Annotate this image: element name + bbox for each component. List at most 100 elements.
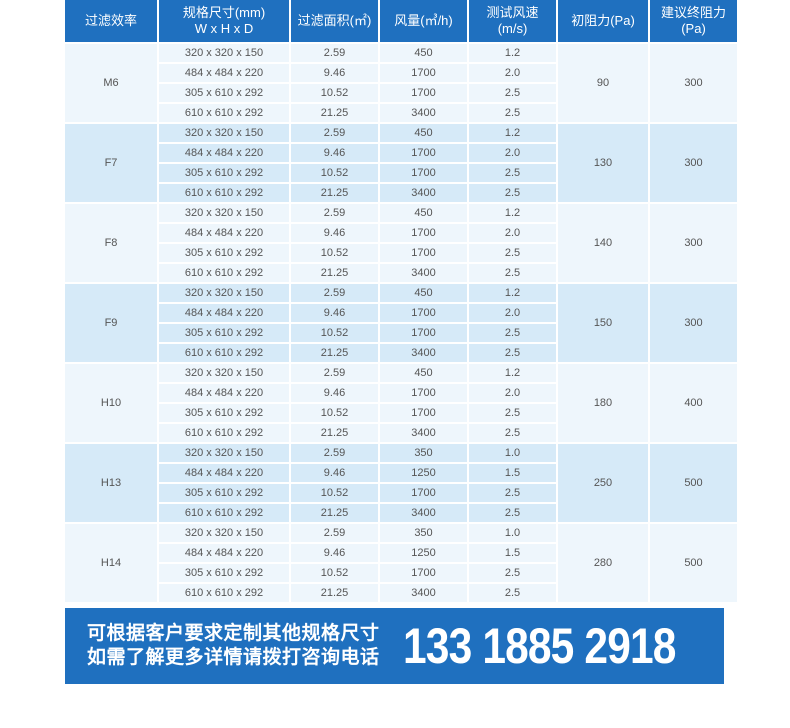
filter-grade: F7 bbox=[65, 124, 157, 204]
table-row: 484 x 484 x 220 9.46 1700 2.0 bbox=[65, 304, 737, 324]
velocity-cell: 2.5 bbox=[469, 84, 556, 104]
velocity-cell: 2.0 bbox=[469, 144, 556, 164]
initial-resistance: 140 bbox=[558, 204, 648, 284]
table-row: F8 320 x 320 x 150 2.59 450 1.2 140 300 bbox=[65, 204, 737, 284]
size-cell: 305 x 610 x 292 bbox=[159, 404, 289, 424]
filter-spec-table: 过滤效率 规格尺寸(mm) W x H x D 过滤面积(㎡) 风量(㎥/h) 测试风速… bbox=[63, 0, 739, 604]
airflow-cell: 3400 bbox=[380, 344, 467, 364]
size-cell: 320 x 320 x 150 bbox=[159, 524, 289, 544]
velocity-cell: 2.5 bbox=[469, 164, 556, 184]
final-resistance: 400 bbox=[650, 364, 737, 444]
area-cell: 21.25 bbox=[291, 504, 378, 524]
airflow-cell: 1250 bbox=[380, 544, 467, 564]
size-cell: 305 x 610 x 292 bbox=[159, 324, 289, 344]
size-cell: 610 x 610 x 292 bbox=[159, 504, 289, 524]
table-row: 610 x 610 x 292 21.25 3400 2.5 bbox=[65, 584, 737, 604]
column-header: 测试风速 (m/s) bbox=[469, 0, 556, 44]
size-cell: 484 x 484 x 220 bbox=[159, 384, 289, 404]
contact-banner: 可根据客户要求定制其他规格尺寸 如需了解更多详情请拨打咨询电话 133 1885… bbox=[65, 608, 724, 684]
airflow-cell: 1700 bbox=[380, 64, 467, 84]
table-row: 610 x 610 x 292 21.25 3400 2.5 bbox=[65, 424, 737, 444]
size-cell: 305 x 610 x 292 bbox=[159, 564, 289, 584]
area-cell: 2.59 bbox=[291, 44, 378, 64]
table-row: F9 320 x 320 x 150 2.59 450 1.2 150 300 bbox=[65, 284, 737, 364]
airflow-cell: 1700 bbox=[380, 244, 467, 264]
velocity-cell: 2.5 bbox=[469, 484, 556, 504]
size-cell: 320 x 320 x 150 bbox=[159, 44, 289, 64]
table-row: 610 x 610 x 292 21.25 3400 2.5 bbox=[65, 104, 737, 124]
area-cell: 9.46 bbox=[291, 144, 378, 164]
velocity-cell: 2.5 bbox=[469, 404, 556, 424]
airflow-cell: 1700 bbox=[380, 324, 467, 344]
final-resistance: 500 bbox=[650, 524, 737, 604]
final-resistance: 300 bbox=[650, 44, 737, 124]
filter-grade: H14 bbox=[65, 524, 157, 604]
airflow-cell: 1700 bbox=[380, 484, 467, 504]
airflow-cell: 3400 bbox=[380, 584, 467, 604]
area-cell: 9.46 bbox=[291, 384, 378, 404]
velocity-cell: 2.5 bbox=[469, 344, 556, 364]
filter-grade: M6 bbox=[65, 44, 157, 124]
table-row: 484 x 484 x 220 9.46 1250 1.5 bbox=[65, 464, 737, 484]
airflow-cell: 350 bbox=[380, 524, 467, 544]
area-cell: 9.46 bbox=[291, 64, 378, 84]
size-cell: 484 x 484 x 220 bbox=[159, 144, 289, 164]
velocity-cell: 1.5 bbox=[469, 464, 556, 484]
area-cell: 21.25 bbox=[291, 184, 378, 204]
table-row: 484 x 484 x 220 9.46 1700 2.0 bbox=[65, 384, 737, 404]
table-row: H14 320 x 320 x 150 2.59 350 1.0 280 500 bbox=[65, 524, 737, 604]
airflow-cell: 3400 bbox=[380, 104, 467, 124]
area-cell: 10.52 bbox=[291, 404, 378, 424]
table-row: 484 x 484 x 220 9.46 1700 2.0 bbox=[65, 64, 737, 84]
size-cell: 305 x 610 x 292 bbox=[159, 244, 289, 264]
size-cell: 610 x 610 x 292 bbox=[159, 584, 289, 604]
area-cell: 9.46 bbox=[291, 464, 378, 484]
table-row: 305 x 610 x 292 10.52 1700 2.5 bbox=[65, 404, 737, 424]
initial-resistance: 280 bbox=[558, 524, 648, 604]
airflow-cell: 1700 bbox=[380, 564, 467, 584]
banner-text: 可根据客户要求定制其他规格尺寸 如需了解更多详情请拨打咨询电话 bbox=[87, 622, 380, 670]
area-cell: 2.59 bbox=[291, 204, 378, 224]
area-cell: 10.52 bbox=[291, 164, 378, 184]
table-row: F7 320 x 320 x 150 2.59 450 1.2 130 300 bbox=[65, 124, 737, 204]
size-cell: 320 x 320 x 150 bbox=[159, 284, 289, 304]
area-cell: 21.25 bbox=[291, 344, 378, 364]
table-row: 484 x 484 x 220 9.46 1700 2.0 bbox=[65, 144, 737, 164]
table-row: 484 x 484 x 220 9.46 1700 2.0 bbox=[65, 224, 737, 244]
velocity-cell: 2.5 bbox=[469, 504, 556, 524]
velocity-cell: 2.0 bbox=[469, 304, 556, 324]
airflow-cell: 1700 bbox=[380, 384, 467, 404]
column-header: 规格尺寸(mm) W x H x D bbox=[159, 0, 289, 44]
velocity-cell: 1.2 bbox=[469, 204, 556, 224]
size-cell: 610 x 610 x 292 bbox=[159, 104, 289, 124]
table-row: 305 x 610 x 292 10.52 1700 2.5 bbox=[65, 484, 737, 504]
airflow-cell: 1700 bbox=[380, 224, 467, 244]
area-cell: 2.59 bbox=[291, 444, 378, 464]
velocity-cell: 2.0 bbox=[469, 64, 556, 84]
size-cell: 484 x 484 x 220 bbox=[159, 464, 289, 484]
velocity-cell: 1.2 bbox=[469, 284, 556, 304]
table-row: H13 320 x 320 x 150 2.59 350 1.0 250 500 bbox=[65, 444, 737, 524]
size-cell: 305 x 610 x 292 bbox=[159, 484, 289, 504]
area-cell: 10.52 bbox=[291, 324, 378, 344]
table-row: 305 x 610 x 292 10.52 1700 2.5 bbox=[65, 164, 737, 184]
table-row: 610 x 610 x 292 21.25 3400 2.5 bbox=[65, 344, 737, 364]
size-cell: 610 x 610 x 292 bbox=[159, 264, 289, 284]
filter-grade: F8 bbox=[65, 204, 157, 284]
column-header: 建议终阻力 (Pa) bbox=[650, 0, 737, 44]
filter-grade: H13 bbox=[65, 444, 157, 524]
airflow-cell: 3400 bbox=[380, 184, 467, 204]
size-cell: 320 x 320 x 150 bbox=[159, 124, 289, 144]
area-cell: 21.25 bbox=[291, 584, 378, 604]
filter-grade: H10 bbox=[65, 364, 157, 444]
airflow-cell: 450 bbox=[380, 44, 467, 64]
airflow-cell: 1700 bbox=[380, 164, 467, 184]
airflow-cell: 1700 bbox=[380, 84, 467, 104]
airflow-cell: 3400 bbox=[380, 504, 467, 524]
airflow-cell: 1700 bbox=[380, 404, 467, 424]
size-cell: 320 x 320 x 150 bbox=[159, 204, 289, 224]
banner-line-2: 如需了解更多详情请拨打咨询电话 bbox=[87, 647, 380, 668]
size-cell: 610 x 610 x 292 bbox=[159, 424, 289, 444]
column-header: 初阻力(Pa) bbox=[558, 0, 648, 44]
initial-resistance: 150 bbox=[558, 284, 648, 364]
